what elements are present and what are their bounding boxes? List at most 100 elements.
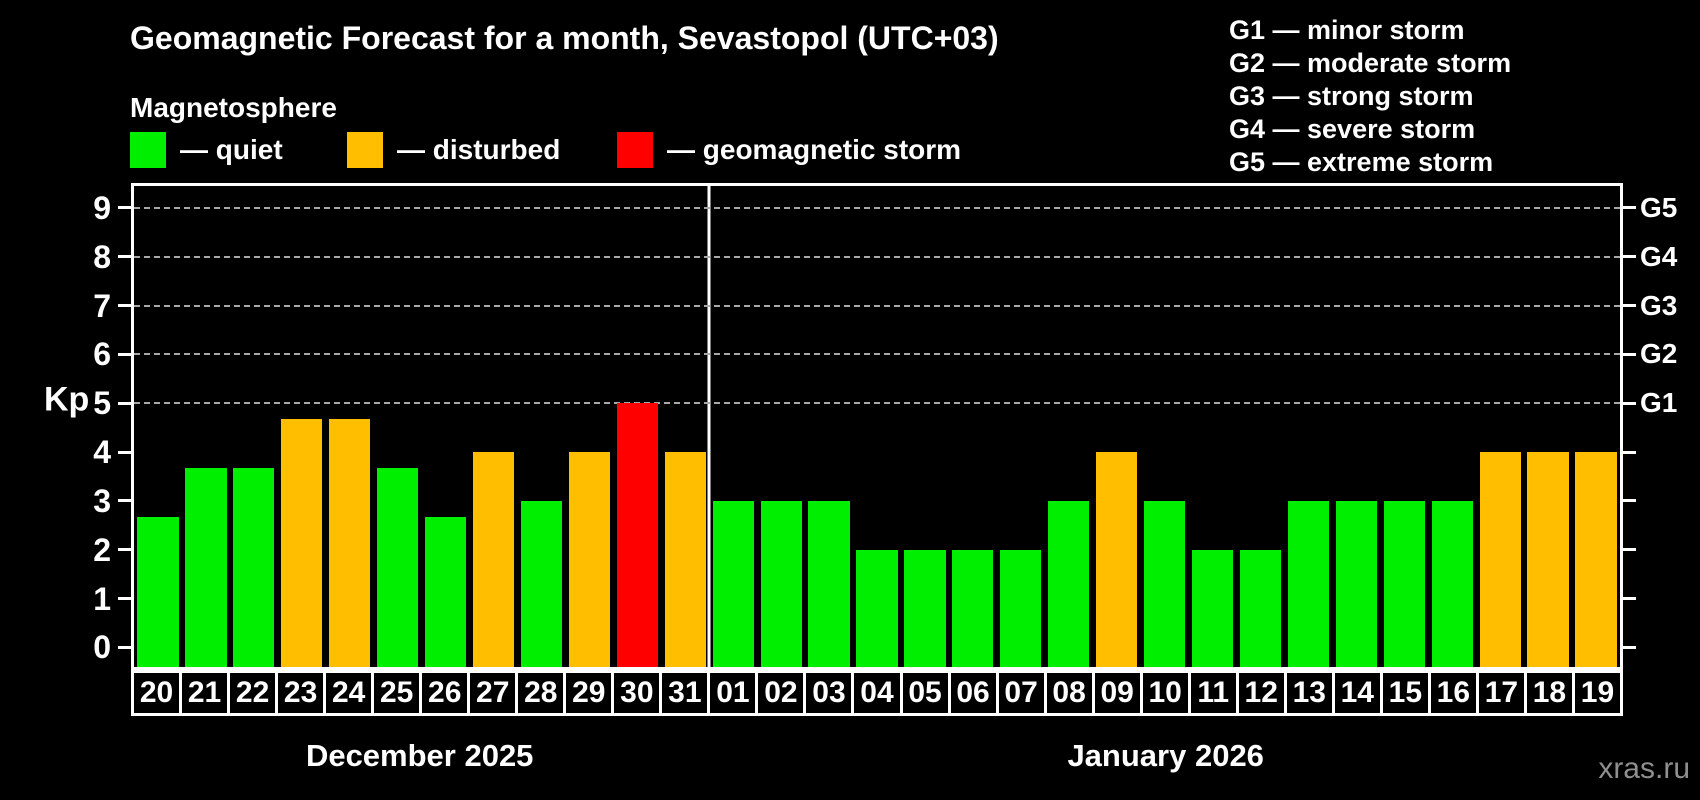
legend-storm-label: — geomagnetic storm xyxy=(667,134,962,165)
right-axis-label-g4: G4 xyxy=(1640,240,1678,272)
y-tick-label-5: 5 xyxy=(93,385,111,422)
right-tick-2 xyxy=(1623,548,1636,552)
kp-bar-december-20 xyxy=(137,517,179,667)
day-label-january-09: 09 xyxy=(1091,670,1143,716)
right-tick-8 xyxy=(1623,255,1636,259)
gridline-kp-5 xyxy=(134,402,1620,405)
plot-area: Kp 0 1 2 3 4 5 6 7 8 9 G1 G2 G3 G4 G5 xyxy=(44,183,1677,670)
storm-color-swatch xyxy=(617,132,653,168)
right-axis-label-g2: G2 xyxy=(1640,338,1678,370)
kp-bar-january-16 xyxy=(1431,500,1473,667)
kp-bar-january-07 xyxy=(1000,549,1042,667)
kp-bar-january-04 xyxy=(856,549,898,667)
day-label-january-19: 19 xyxy=(1571,670,1623,716)
day-label-january-17: 17 xyxy=(1475,670,1527,716)
watermark: xras.ru xyxy=(1598,752,1690,785)
day-label-january-07: 07 xyxy=(995,670,1047,716)
kp-bar-december-25 xyxy=(377,468,419,667)
kp-bar-january-13 xyxy=(1287,500,1330,667)
kp-bar-december-27 xyxy=(472,452,515,667)
left-tick-9 xyxy=(118,206,131,210)
day-label-december-22: 22 xyxy=(227,670,279,716)
day-label-december-29: 29 xyxy=(563,670,615,716)
kp-bar-december-31 xyxy=(664,452,706,667)
left-tick-8 xyxy=(118,255,131,259)
day-label-december-26: 26 xyxy=(419,670,471,716)
kp-bar-january-03 xyxy=(808,500,850,667)
left-tick-4 xyxy=(118,450,131,454)
kp-bar-january-17 xyxy=(1479,452,1521,667)
legend-disturbed-label: — disturbed xyxy=(397,134,561,165)
y-tick-label-7: 7 xyxy=(93,287,111,324)
kp-bar-january-09 xyxy=(1096,452,1138,667)
right-axis-label-g3: G3 xyxy=(1640,289,1678,321)
kp-bar-january-12 xyxy=(1239,549,1282,667)
day-label-january-10: 10 xyxy=(1139,670,1191,716)
y-axis-title: Kp xyxy=(44,380,90,419)
day-label-december-20: 20 xyxy=(131,670,183,716)
kp-bar-january-10 xyxy=(1144,500,1186,667)
right-tick-3 xyxy=(1623,499,1636,503)
right-axis-label-g1: G1 xyxy=(1640,387,1678,419)
disturbed-color-swatch xyxy=(347,132,383,168)
g-scale-legend: G1 — minor storm G2 — moderate storm G3 … xyxy=(1229,14,1511,179)
kp-bar-january-06 xyxy=(952,549,994,667)
legend-item-quiet: — quiet xyxy=(130,131,283,169)
legend-item-disturbed: — disturbed xyxy=(347,131,560,169)
gridline-kp-7 xyxy=(134,304,1620,307)
kp-bar-january-01 xyxy=(712,500,754,667)
day-label-december-28: 28 xyxy=(515,670,567,716)
kp-bar-january-14 xyxy=(1335,500,1377,667)
y-tick-label-9: 9 xyxy=(93,189,111,226)
month-label-january: January 2026 xyxy=(1067,738,1264,773)
y-tick-label-8: 8 xyxy=(93,238,111,275)
y-tick-label-0: 0 xyxy=(93,629,111,666)
month-label-december: December 2025 xyxy=(305,738,534,773)
day-label-january-06: 06 xyxy=(947,670,999,716)
kp-bar-december-23 xyxy=(281,419,323,667)
right-tick-4 xyxy=(1623,450,1636,454)
day-label-january-08: 08 xyxy=(1043,670,1095,716)
left-tick-6 xyxy=(118,352,131,356)
left-tick-1 xyxy=(118,597,131,601)
day-label-january-02: 02 xyxy=(755,670,807,716)
left-tick-5 xyxy=(118,401,131,405)
y-tick-label-6: 6 xyxy=(93,336,111,373)
gridline-kp-6 xyxy=(134,353,1620,356)
left-tick-3 xyxy=(118,499,131,503)
right-tick-6 xyxy=(1623,352,1636,356)
day-label-january-03: 03 xyxy=(803,670,855,716)
legend-item-storm: — geomagnetic storm xyxy=(617,131,961,169)
kp-bar-december-26 xyxy=(424,517,467,667)
right-tick-1 xyxy=(1623,597,1636,601)
day-label-december-25: 25 xyxy=(371,670,423,716)
y-tick-label-3: 3 xyxy=(93,482,111,519)
day-label-january-14: 14 xyxy=(1331,670,1383,716)
g5-legend-line: G5 — extreme storm xyxy=(1229,147,1494,177)
day-label-december-27: 27 xyxy=(467,670,519,716)
quiet-color-swatch xyxy=(130,132,166,168)
left-tick-7 xyxy=(118,304,131,308)
day-label-january-04: 04 xyxy=(851,670,903,716)
kp-bar-january-19 xyxy=(1575,452,1617,667)
day-label-january-12: 12 xyxy=(1235,670,1287,716)
kp-bar-january-02 xyxy=(760,500,802,667)
kp-bar-december-30 xyxy=(616,403,658,667)
day-label-january-01: 01 xyxy=(707,670,759,716)
gridline-kp-9 xyxy=(134,206,1620,209)
g3-legend-line: G3 — strong storm xyxy=(1229,81,1474,111)
x-axis-day-labels: 20 21 22 23 24 25 26 27 28 29 30 31 01 02 03 04 05 06 07 08… xyxy=(131,670,1623,716)
right-tick-5 xyxy=(1623,401,1636,405)
day-label-december-31: 31 xyxy=(659,670,711,716)
month-divider-line xyxy=(707,186,711,667)
kp-bar-january-18 xyxy=(1527,452,1569,667)
y-tick-label-2: 2 xyxy=(93,531,111,568)
kp-bar-january-05 xyxy=(904,549,946,667)
kp-bar-january-11 xyxy=(1191,549,1234,667)
left-tick-0 xyxy=(118,645,131,649)
magnetosphere-label: Magnetosphere xyxy=(130,92,337,123)
kp-bar-january-08 xyxy=(1048,500,1090,667)
right-axis-label-g5: G5 xyxy=(1640,191,1678,223)
right-tick-0 xyxy=(1623,645,1636,649)
day-label-december-30: 30 xyxy=(611,670,663,716)
